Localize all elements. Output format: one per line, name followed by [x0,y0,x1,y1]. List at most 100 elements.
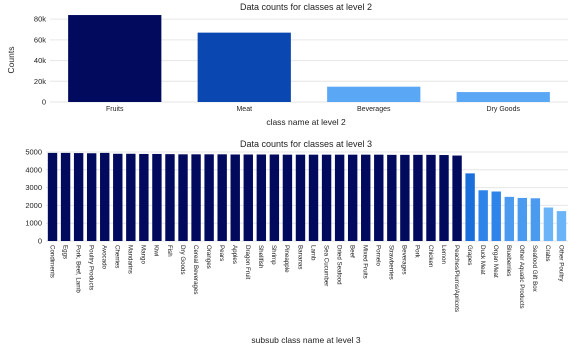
ytick-label: 1000 [25,219,42,228]
xtick-label: Seafood Gift Box [531,245,538,293]
bar [165,154,175,241]
xtick-label: Beverages [357,106,391,113]
xtick-label: Crabs [544,245,551,262]
chart1-title: Data counts for classes at level 2 [240,2,372,12]
chart1-xlabel: class name at level 2 [266,117,346,127]
bar [308,154,319,241]
bar [321,154,332,241]
chart2-xlabel: subsub class name at level 3 [251,335,360,345]
xtick-label: Pineapple [283,245,290,273]
ytick-label: 20k [34,77,46,86]
xtick-label: Pomelo [375,245,382,267]
xtick-label: Strawberries [388,245,395,280]
xtick-label: Meat [236,106,252,113]
bar [504,196,514,241]
xtick-label: Poultry Products [87,245,94,290]
bar [204,154,214,241]
bar [191,154,201,241]
chart2-gridlines [46,151,568,242]
bar [374,154,384,241]
bar [452,155,462,241]
bar [400,154,410,241]
xtick-label: Cherries [114,245,121,268]
bar [217,154,227,241]
chart2-xtick-labels: Condiments Eggs Pork, Beef, Lamb Poultry Pr… [48,245,564,312]
xtick-label: Dried Seafood [335,245,342,285]
xtick-label: Dragon Fruit [244,245,251,280]
bar [197,32,291,102]
bar [478,190,488,241]
bar [139,153,149,241]
ytick-label: 0 [38,237,42,246]
ytick-label: 40k [34,56,46,65]
xtick-label: Fruits [106,106,124,113]
bar [178,154,188,241]
xtick-label: Grapes [466,245,473,265]
xtick-label: Cereal Beverages [192,245,199,295]
bar [439,155,449,241]
bar [543,207,554,241]
bar [47,152,58,241]
bar [230,154,240,241]
chart1-xtick-labels: Fruits Meat Beverages Dry Goods [106,106,520,113]
bar [282,154,293,241]
xtick-label: Sea Cucumber [322,245,329,286]
bar [113,153,123,241]
bar [327,86,421,102]
xtick-label: Eggs [61,245,68,259]
chart1-bars [68,15,550,103]
xtick-label: Blueberries [505,245,512,276]
xtick-label: Peaches/Plums/Apricots [453,245,460,312]
xtick-label: Dry Goods [179,245,186,275]
bar [517,197,528,241]
bar [334,154,345,241]
xtick-label: Organ Meat [492,245,499,278]
bar [86,153,97,241]
ytick-label: 60k [34,35,46,44]
bar [426,154,436,241]
bar [491,191,501,241]
bar [361,154,371,241]
xtick-label: Lamb [309,245,316,261]
bar [73,153,84,241]
xtick-label: Condiments [48,245,55,278]
xtick-label: Pears [218,245,225,261]
bar [100,152,110,241]
level2-chart: Data counts for classes at level 2 Count… [6,2,568,127]
bar [556,211,567,241]
xtick-label: Dry Goods [487,106,521,113]
xtick-label: Other Poultry [557,245,564,282]
xtick-label: Mixed Fruits [362,245,369,279]
ytick-label: 4000 [25,165,42,174]
bar [68,15,162,103]
bar [456,92,550,102]
bar [530,198,541,241]
ytick-label: 80k [34,15,46,24]
bar [126,153,136,241]
xtick-label: Avocado [101,245,108,270]
bar [256,154,267,241]
xtick-label: Bananas [296,245,303,269]
bar [413,154,423,241]
bar [60,152,71,241]
xtick-label: Mandarins [127,245,134,274]
ytick-label: 3000 [25,183,42,192]
chart2-ytick-labels: 0 1000 2000 3000 4000 5000 [25,148,42,246]
xtick-label: Duck Meat [479,245,486,275]
xtick-label: Shellfish [257,245,264,269]
xtick-label: Chicken [427,245,434,268]
xtick-label: Shrimp [270,245,277,265]
xtick-label: Mango [140,245,147,264]
ytick-label: 5000 [25,148,42,157]
level3-chart: Data counts for classes at level 3 subsu… [25,139,568,345]
xtick-label: Pork, Beef, Lamb [74,245,81,293]
xtick-label: Beef [348,245,355,258]
chart2-bars [47,152,567,241]
bar [269,154,280,241]
chart1-ytick-labels: 0 20k 40k 60k 80k [34,15,46,107]
bar [465,173,475,241]
xtick-label: Fish [166,245,173,257]
bar [152,153,162,241]
xtick-label: Beverages [401,245,408,275]
